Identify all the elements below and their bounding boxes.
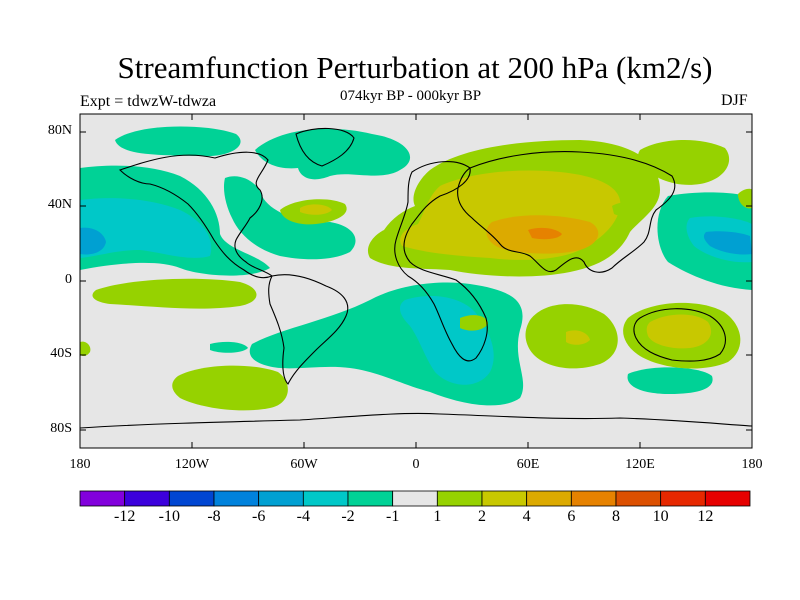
contour-neg2-pacific bbox=[80, 198, 212, 258]
colorbar-swatch bbox=[302, 490, 349, 507]
contour-pos2-indian-ocean bbox=[566, 330, 590, 345]
coastline-europe-africa bbox=[394, 161, 488, 362]
contour-neg3-pacific bbox=[80, 227, 106, 255]
lat-label-eq: 0 bbox=[65, 272, 72, 287]
colorbar-swatch bbox=[258, 490, 304, 507]
chart-subtitle: 074kyr BP - 000kyr BP bbox=[340, 88, 482, 104]
lon-label-60e: 60E bbox=[516, 457, 540, 472]
contour-pos-east-edge bbox=[738, 188, 752, 209]
colorbar-swatch bbox=[615, 490, 662, 507]
lat-label-40n: 40N bbox=[47, 197, 72, 212]
contour-neg-atlantic-arctic bbox=[255, 128, 411, 180]
colorbar-tick-label: -2 bbox=[341, 508, 355, 525]
coastline-australia bbox=[633, 308, 726, 362]
lon-label-60w: 60W bbox=[290, 457, 318, 472]
chart-title: Streamfunction Perturbation at 200 hPa (… bbox=[117, 50, 713, 85]
coastline-asia bbox=[457, 151, 676, 273]
axis-ticks bbox=[80, 114, 752, 448]
colorbar-tick-label: -1 bbox=[385, 508, 400, 525]
lon-label-120w: 120W bbox=[174, 457, 210, 472]
colorbar-tick-label: 2 bbox=[478, 508, 486, 525]
colorbar-tick-label: -6 bbox=[251, 508, 266, 525]
lat-label-80n: 80N bbox=[47, 123, 72, 138]
colorbar-tick-label: -10 bbox=[158, 508, 180, 525]
contour-neg-south-indian bbox=[627, 367, 713, 394]
colorbar-tick-label: 4 bbox=[522, 508, 531, 525]
coastline-north-america bbox=[118, 151, 274, 279]
experiment-label: Expt = tdwzW-tdwza bbox=[80, 93, 217, 110]
contour-pos-south-atlantic-small bbox=[460, 315, 488, 331]
colorbar-swatch bbox=[526, 490, 572, 507]
colorbar-tick-label: -4 bbox=[296, 508, 310, 525]
contour-pos2-australia bbox=[646, 314, 712, 349]
contour-pos2-north-atlantic bbox=[300, 204, 332, 215]
colorbar-swatch bbox=[570, 490, 617, 507]
colorbar-tick-label: 10 bbox=[652, 508, 669, 525]
contour-pos-siberia-small bbox=[612, 202, 640, 216]
colorbar-swatch bbox=[168, 490, 215, 507]
contour-neg-south-pacific bbox=[210, 341, 248, 353]
colorbar-tick-label: -12 bbox=[113, 508, 136, 525]
colorbar-tick-label: 12 bbox=[697, 508, 714, 525]
contour-neg-arctic bbox=[115, 126, 241, 157]
season-label: DJF bbox=[721, 92, 748, 109]
lon-label-0: 0 bbox=[412, 457, 420, 472]
coastline-south-america bbox=[268, 274, 349, 385]
colorbar-swatch bbox=[213, 490, 260, 507]
colorbar-swatch bbox=[124, 490, 170, 507]
contour-pos-north-pacific bbox=[637, 139, 730, 185]
colorbar-tick-label: 6 bbox=[567, 508, 576, 525]
colorbar-swatch bbox=[392, 490, 438, 507]
lat-label-40s: 40S bbox=[50, 346, 72, 361]
coastline-antarctica bbox=[80, 412, 752, 429]
colorbar-swatch bbox=[704, 490, 751, 507]
colorbar bbox=[79, 490, 751, 507]
coastlines bbox=[80, 127, 752, 429]
contour-field bbox=[80, 114, 752, 448]
colorbar-swatch bbox=[660, 490, 706, 507]
colorbar-swatch bbox=[347, 490, 394, 507]
contour-pos-south-pacific bbox=[172, 365, 288, 411]
lon-label-120e: 120E bbox=[625, 457, 655, 472]
lat-label-80s: 80S bbox=[50, 421, 72, 436]
lon-label-180w: 180 bbox=[69, 457, 91, 472]
coastline-greenland bbox=[295, 127, 355, 167]
colorbar-tick-label: -8 bbox=[207, 508, 221, 525]
colorbar-tick-label: 8 bbox=[612, 508, 620, 525]
contour-neg3-west-pacific bbox=[703, 231, 752, 255]
colorbar-tick-label: 1 bbox=[433, 508, 442, 525]
colorbar-swatch bbox=[436, 490, 483, 507]
contour-pos4-middle-east bbox=[528, 227, 562, 240]
lon-label-180e: 180 bbox=[741, 457, 763, 472]
contour-pos-east-pacific bbox=[92, 278, 257, 309]
colorbar-swatch bbox=[79, 490, 126, 507]
contour-pos-west-edge bbox=[80, 341, 91, 356]
colorbar-swatch bbox=[481, 490, 528, 507]
